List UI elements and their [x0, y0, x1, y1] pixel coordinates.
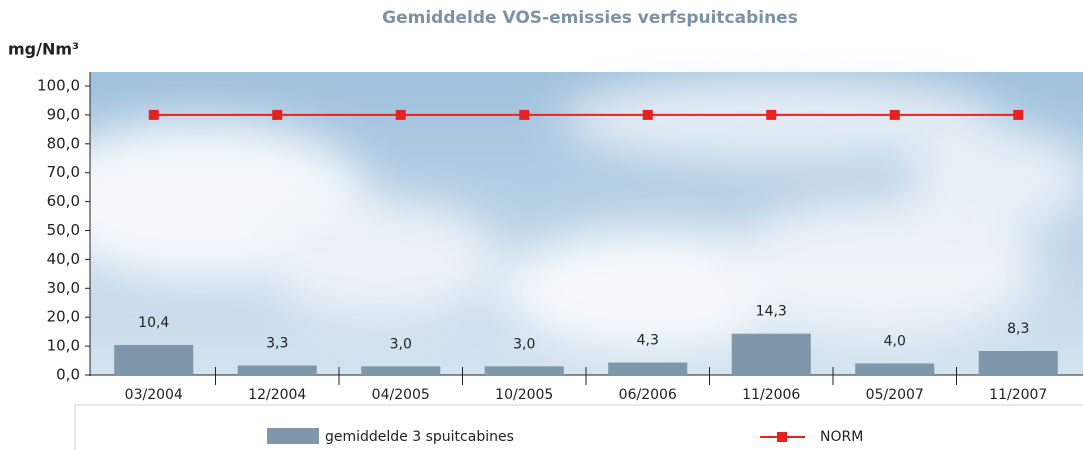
bar: [732, 334, 811, 375]
chart-title: Gemiddelde VOS-emissies verfspuitcabines: [382, 8, 798, 28]
value-label: 3,0: [390, 336, 412, 352]
legend-box: [75, 405, 1083, 450]
line-marker: [519, 110, 529, 120]
legend-swatch: [777, 432, 787, 442]
y-tick-label: 80,0: [47, 134, 80, 152]
bar: [361, 366, 440, 375]
y-tick-label: 0,0: [56, 366, 80, 384]
value-label: 4,3: [637, 333, 659, 349]
line-marker: [272, 110, 282, 120]
x-tick-label: 04/2005: [372, 387, 430, 403]
x-tick-label: 06/2006: [619, 387, 677, 403]
x-tick-label: 11/2006: [742, 387, 800, 403]
legend-label: gemiddelde 3 spuitcabines: [325, 429, 514, 445]
line-marker: [890, 110, 900, 120]
value-label: 4,0: [884, 333, 906, 349]
bar: [608, 363, 687, 375]
y-tick-label: 40,0: [47, 250, 80, 268]
y-tick-label: 100,0: [37, 77, 80, 95]
y-tick-label: 60,0: [47, 192, 80, 210]
x-tick-label: 11/2007: [989, 387, 1047, 403]
value-label: 3,3: [266, 335, 288, 351]
y-tick-label: 30,0: [47, 279, 80, 297]
line-marker: [396, 110, 406, 120]
value-label: 3,0: [513, 336, 535, 352]
x-tick-label: 05/2007: [866, 387, 924, 403]
y-tick-label: 70,0: [47, 163, 80, 181]
y-tick-label: 20,0: [47, 308, 80, 326]
value-label: 10,4: [138, 315, 169, 331]
y-tick-label: 50,0: [47, 221, 80, 239]
legend-label: NORM: [820, 429, 863, 445]
bar: [485, 366, 564, 375]
x-tick-label: 12/2004: [248, 387, 306, 403]
line-marker: [766, 110, 776, 120]
y-tick-label: 90,0: [47, 105, 80, 123]
chart: Gemiddelde VOS-emissies verfspuitcabines…: [0, 0, 1083, 450]
line-marker: [643, 110, 653, 120]
legend-swatch: [267, 428, 319, 444]
value-label: 8,3: [1007, 321, 1029, 337]
y-axis-label: mg/Nm³: [8, 40, 79, 59]
bar: [238, 365, 317, 375]
line-marker: [1013, 110, 1023, 120]
x-tick-label: 03/2004: [125, 387, 183, 403]
x-tick-label: 10/2005: [495, 387, 553, 403]
bar: [855, 363, 934, 375]
y-tick-label: 10,0: [47, 337, 80, 355]
line-marker: [149, 110, 159, 120]
bar: [979, 351, 1058, 375]
bar: [114, 345, 193, 375]
value-label: 14,3: [756, 304, 787, 320]
